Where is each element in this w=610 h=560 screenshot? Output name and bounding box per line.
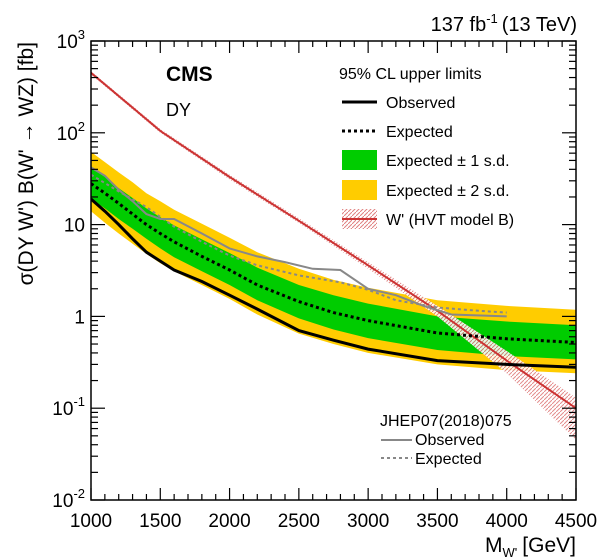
legend-header: 95% CL upper limits xyxy=(339,66,482,83)
reference-legend: JHEP07(2018)075 Observed Expected xyxy=(380,413,512,468)
x-tick-label: 2000 xyxy=(208,511,250,532)
x-tick-label: 3000 xyxy=(347,511,389,532)
observed-line xyxy=(91,197,576,369)
legend-expected-label: Expected xyxy=(386,124,453,141)
x-tick-label: 1000 xyxy=(70,511,112,532)
reference-expected-label: Expected xyxy=(415,451,482,468)
theory-uncertainty-band xyxy=(91,71,576,440)
y-tick-label: 1 xyxy=(74,307,85,328)
reference-observed-label: Observed xyxy=(415,432,484,449)
reference-expected-line xyxy=(91,173,507,314)
band-1sd xyxy=(91,167,576,360)
reference-legend-header: JHEP07(2018)075 xyxy=(380,413,512,430)
x-axis-subscript: W' xyxy=(503,545,518,560)
y-tick-label: 10 xyxy=(64,216,85,237)
y-axis-title: σ(DY W') B(W' → WZ) [fb] xyxy=(15,42,38,285)
y-tick-label: 103 xyxy=(57,27,85,53)
reference-observed-line xyxy=(91,166,507,318)
legend-observed-label: Observed xyxy=(386,95,455,112)
lumi-value: 137 fb xyxy=(431,14,487,36)
x-tick-label: 4000 xyxy=(486,511,528,532)
lumi-energy: (13 TeV) xyxy=(502,14,577,36)
lumi-exponent: -1 xyxy=(486,11,498,26)
x-axis-title: MW' [GeV] xyxy=(485,534,576,560)
y-tick-label: 10-2 xyxy=(52,486,85,512)
experiment-label: CMS xyxy=(166,63,213,86)
legend-1sd-swatch xyxy=(342,150,377,170)
x-axis-symbol: M xyxy=(485,534,503,557)
channel-label: DY xyxy=(166,100,191,120)
legend-1sd-label: Expected ± 1 s.d. xyxy=(386,153,510,170)
legend: 95% CL upper limits Observed Expected Ex… xyxy=(339,66,514,229)
lumi-label: 137 fb-1 (13 TeV) xyxy=(431,11,577,36)
x-tick-label: 1500 xyxy=(139,511,181,532)
y-tick-label: 102 xyxy=(57,119,85,145)
axis-tick-labels: 1000 1500 2000 2500 3000 3500 4000 4500 10-2 10-1… xyxy=(52,27,597,532)
legend-theory-label: W' (HVT model B) xyxy=(386,212,514,229)
axis-ticks xyxy=(90,40,577,501)
y-tick-label: 10-1 xyxy=(52,394,85,420)
plot-area xyxy=(91,71,576,440)
x-tick-label: 3500 xyxy=(416,511,458,532)
x-tick-label: 2500 xyxy=(278,511,320,532)
legend-2sd-swatch xyxy=(342,180,377,200)
plot-frame xyxy=(90,40,577,501)
expected-line xyxy=(91,182,576,344)
theory-line xyxy=(91,72,576,410)
x-axis-unit: [GeV] xyxy=(522,534,576,557)
legend-2sd-label: Expected ± 2 s.d. xyxy=(386,183,510,200)
x-tick-label: 4500 xyxy=(555,511,597,532)
